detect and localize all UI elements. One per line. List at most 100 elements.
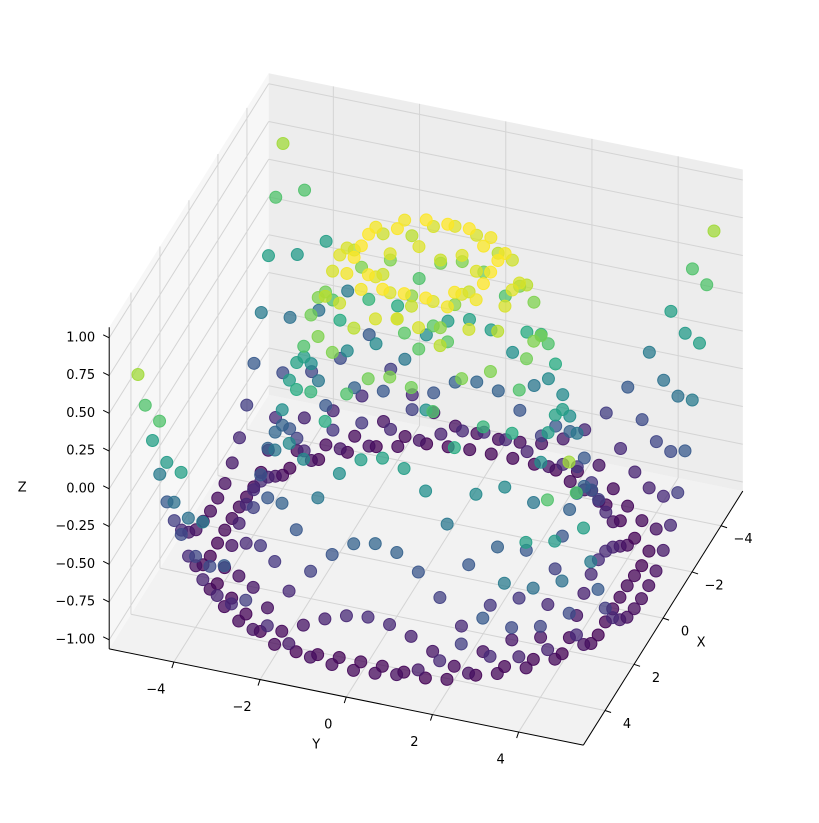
point xyxy=(469,293,483,307)
point xyxy=(678,326,692,340)
point xyxy=(592,458,606,472)
point xyxy=(341,284,355,298)
y-tick xyxy=(343,696,347,704)
x-axis-line xyxy=(582,490,744,746)
point xyxy=(354,655,368,669)
point xyxy=(556,388,570,402)
point xyxy=(562,455,576,469)
point xyxy=(332,467,346,481)
point xyxy=(268,637,282,651)
point xyxy=(254,468,268,482)
point xyxy=(361,610,375,624)
x-axis-label: X xyxy=(697,636,706,651)
y-tick-label: 0 xyxy=(324,718,332,733)
point xyxy=(454,637,468,651)
point xyxy=(225,538,239,552)
point xyxy=(383,617,397,631)
point xyxy=(513,435,527,449)
point xyxy=(347,321,361,335)
point xyxy=(262,249,275,263)
y-axis-line xyxy=(109,648,584,746)
grid-line xyxy=(108,347,270,603)
point xyxy=(599,505,613,519)
point xyxy=(233,431,246,445)
point xyxy=(297,452,311,466)
x-tick xyxy=(662,617,670,621)
point xyxy=(211,536,225,550)
point xyxy=(526,581,540,595)
x-tick-label: 2 xyxy=(652,671,660,686)
point xyxy=(354,282,368,296)
point xyxy=(549,357,562,371)
point xyxy=(506,345,520,359)
point xyxy=(211,491,225,505)
point xyxy=(628,465,642,479)
point xyxy=(664,304,678,318)
point xyxy=(397,462,411,476)
x-tick xyxy=(604,710,612,713)
point xyxy=(599,544,613,558)
point xyxy=(642,544,656,558)
point xyxy=(447,441,461,455)
point xyxy=(167,514,181,528)
point xyxy=(656,489,670,503)
point xyxy=(577,521,590,535)
point xyxy=(204,504,217,518)
point xyxy=(347,663,360,677)
point xyxy=(390,312,404,326)
point xyxy=(311,374,325,388)
point xyxy=(433,339,447,353)
point xyxy=(297,339,311,353)
point xyxy=(261,491,275,505)
point xyxy=(635,413,649,427)
point xyxy=(303,650,317,664)
point xyxy=(333,442,347,456)
point xyxy=(412,272,426,286)
point xyxy=(657,373,671,387)
z-tick-label: 0.00 xyxy=(66,481,95,496)
point xyxy=(484,265,498,279)
point xyxy=(347,250,361,264)
point xyxy=(232,516,246,530)
point xyxy=(569,628,583,642)
x-tick-label: −2 xyxy=(704,578,723,593)
z-tick xyxy=(102,447,110,452)
point xyxy=(469,264,483,278)
point xyxy=(412,240,426,254)
point xyxy=(405,229,419,243)
point xyxy=(390,222,404,236)
point xyxy=(218,523,232,537)
point xyxy=(533,619,547,633)
point xyxy=(484,447,498,461)
point xyxy=(232,569,246,583)
point xyxy=(419,291,433,305)
point xyxy=(563,475,577,489)
point xyxy=(484,231,498,245)
point xyxy=(520,352,533,366)
point xyxy=(261,601,274,615)
point xyxy=(304,308,318,322)
point xyxy=(319,234,333,248)
point xyxy=(591,582,605,596)
point xyxy=(455,248,469,262)
point xyxy=(419,213,433,227)
point xyxy=(232,614,246,628)
point xyxy=(613,590,627,604)
point xyxy=(412,433,426,447)
point xyxy=(591,628,605,642)
point xyxy=(454,619,468,633)
point xyxy=(627,602,641,616)
point xyxy=(577,451,591,465)
y-tick-label: 2 xyxy=(410,735,418,750)
point xyxy=(512,650,526,664)
point xyxy=(239,536,253,550)
point xyxy=(218,477,232,491)
y-tick-label: −2 xyxy=(232,700,251,715)
point xyxy=(497,576,511,590)
point xyxy=(246,501,260,515)
point xyxy=(627,569,641,583)
point xyxy=(289,645,303,659)
z-tick-label: −1.00 xyxy=(55,632,95,647)
point xyxy=(181,511,195,525)
point xyxy=(362,328,376,342)
